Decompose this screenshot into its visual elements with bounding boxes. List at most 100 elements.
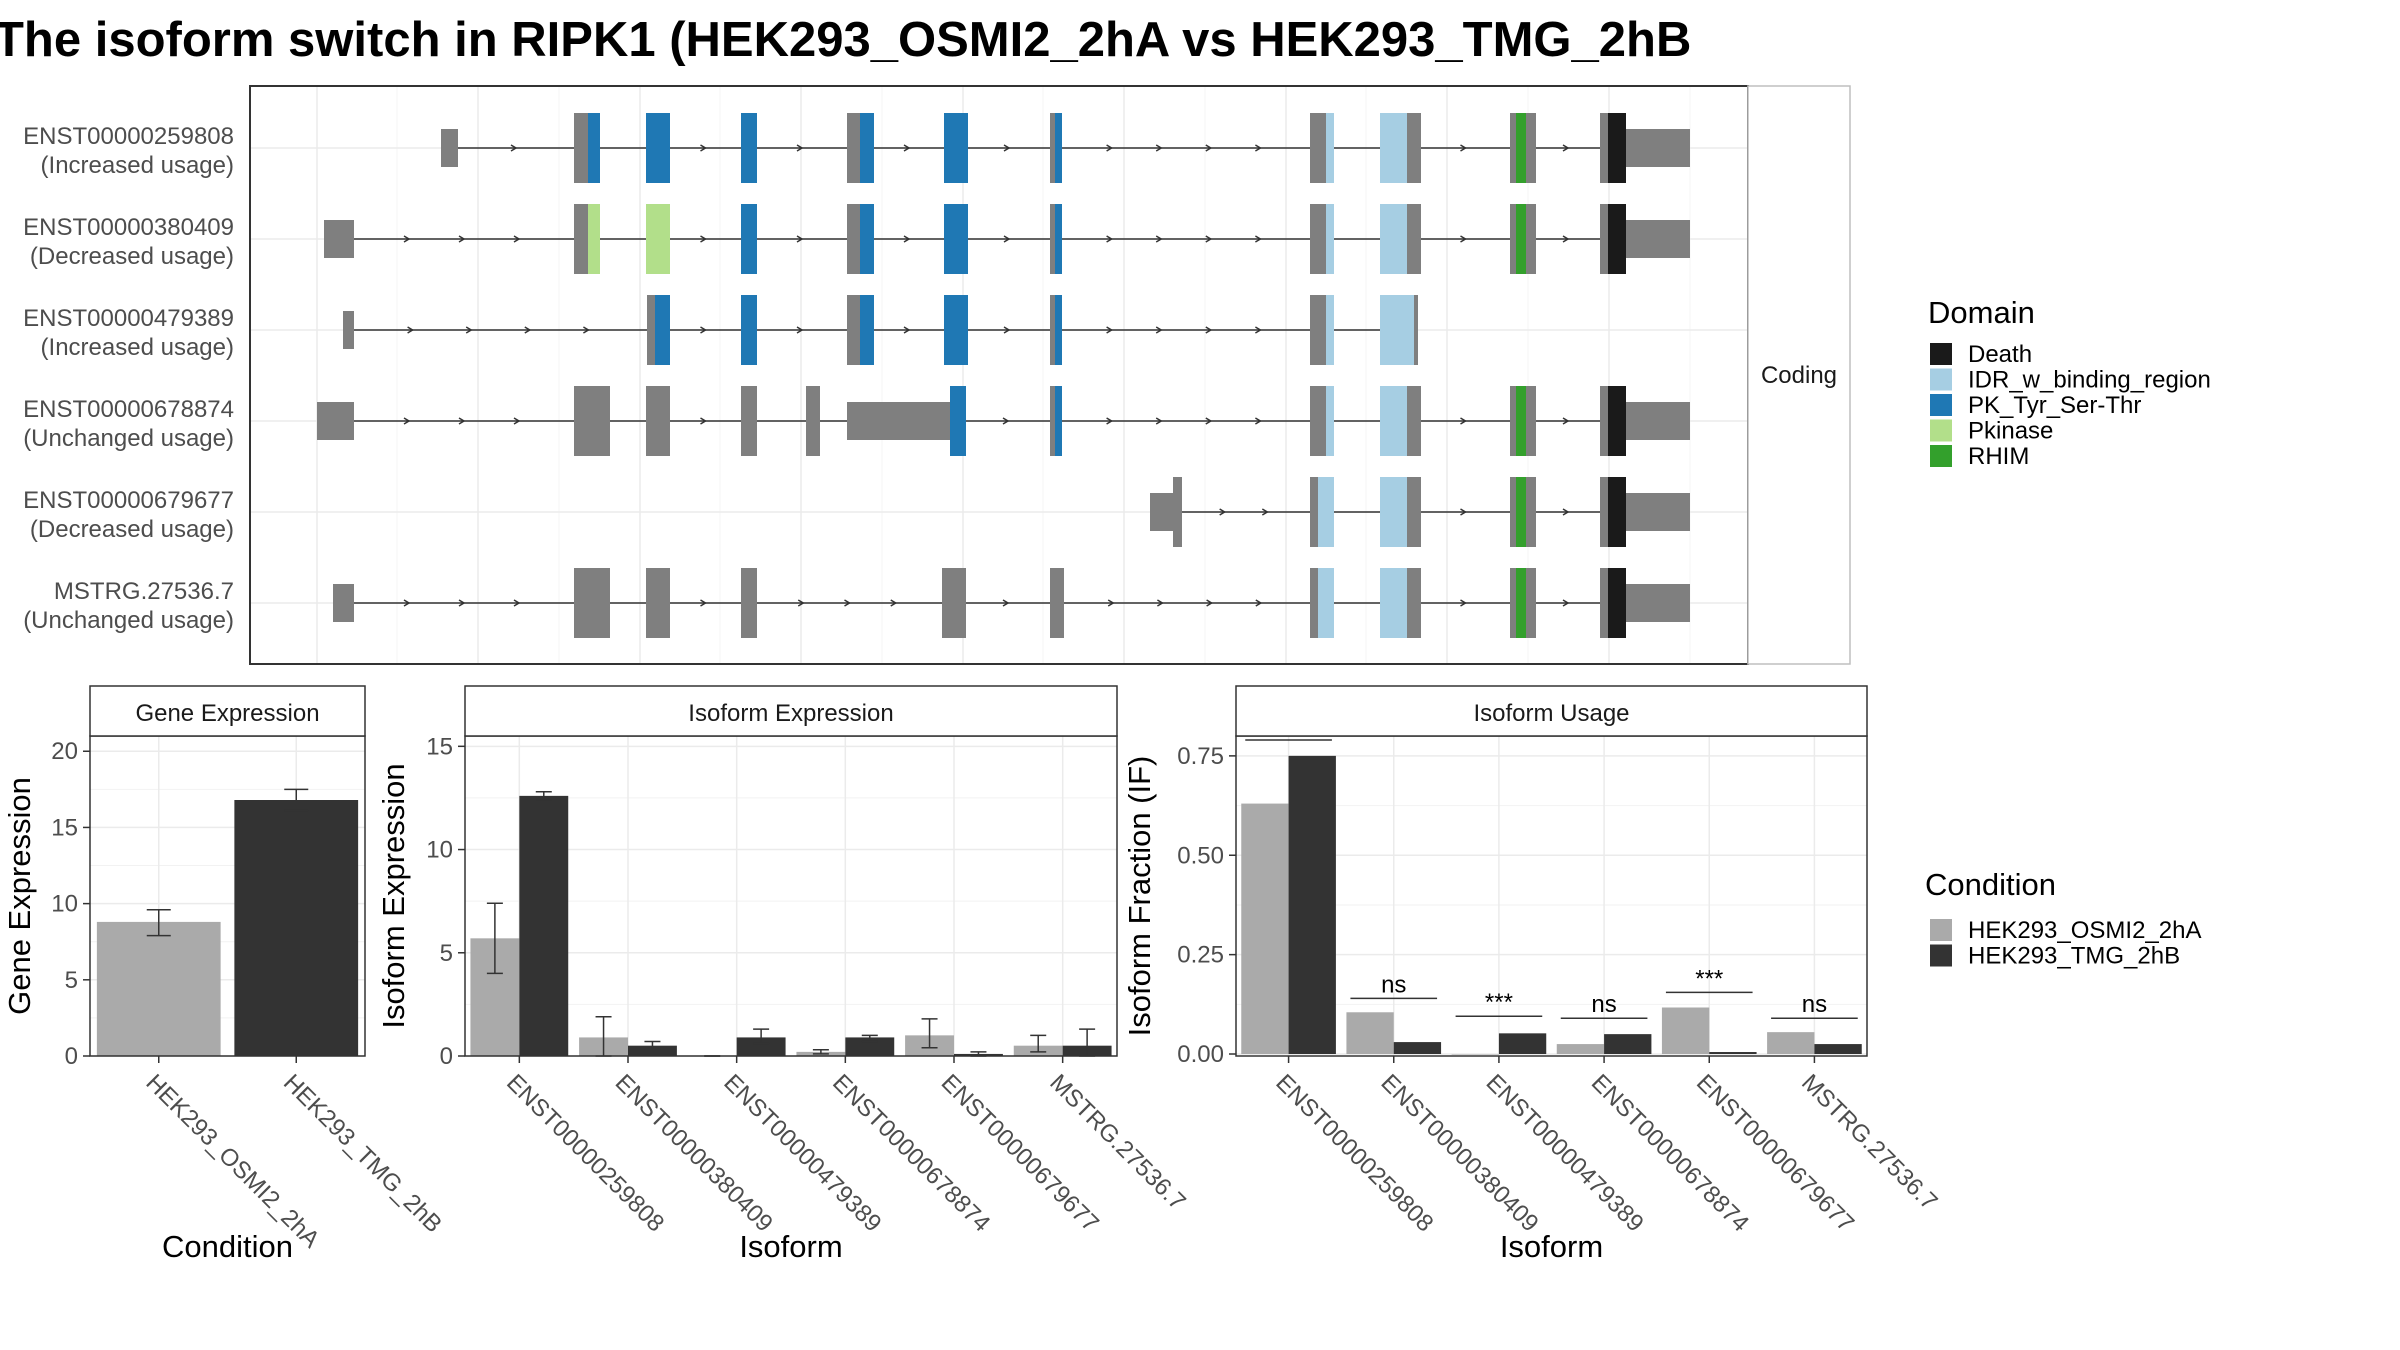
intron-arrow — [797, 599, 805, 607]
intron-arrow — [700, 599, 707, 607]
pk-tyr-ser-thr-domain — [944, 113, 968, 183]
bar — [1709, 1052, 1757, 1055]
intron-arrow — [1106, 326, 1114, 334]
bar — [1604, 1034, 1652, 1055]
intron-arrow — [1562, 599, 1570, 607]
pk-tyr-ser-thr-domain — [741, 295, 757, 365]
exon-block — [1526, 477, 1536, 547]
isoform-usage-label: (Decreased usage) — [30, 516, 234, 543]
exon-block — [647, 295, 655, 365]
death-domain — [1608, 477, 1626, 547]
domain-legend-key — [1930, 394, 1952, 416]
death-domain — [1608, 568, 1626, 638]
intron-arrow — [700, 326, 707, 334]
condition-legend-label: HEK293_OSMI2_2hA — [1968, 917, 2201, 944]
pk-tyr-ser-thr-domain — [655, 295, 670, 365]
y-tick-label: 0.50 — [1177, 842, 1224, 869]
intron-arrow — [1460, 508, 1467, 516]
exon-block — [441, 129, 458, 167]
condition-legend-key — [1930, 919, 1952, 941]
intron-arrow — [1107, 599, 1115, 607]
exon-block — [1600, 113, 1608, 183]
exon-block — [1626, 584, 1690, 622]
idr-binding-region-domain — [1326, 295, 1334, 365]
intron-arrow — [1562, 508, 1570, 516]
intron-arrow — [903, 235, 911, 243]
intron-arrow — [903, 144, 911, 152]
panel-strip — [89, 685, 366, 737]
intron-arrow — [1205, 417, 1213, 425]
exon-block — [1526, 568, 1536, 638]
intron-arrow — [1002, 599, 1010, 607]
exon-block — [1050, 204, 1055, 274]
y-tick-label: 10 — [426, 837, 453, 864]
intron-arrow — [1106, 144, 1114, 152]
domain-legend-key — [1930, 368, 1952, 391]
pk-tyr-ser-thr-domain — [1055, 113, 1062, 183]
x-axis-title: Isoform — [739, 1229, 842, 1264]
exon-block — [1310, 386, 1326, 456]
panel-strip — [1235, 685, 1868, 737]
intron-arrow — [1562, 235, 1570, 243]
intron-arrow — [1255, 144, 1262, 152]
exon-block — [1510, 386, 1516, 456]
exon-block — [324, 220, 354, 258]
intron-arrow — [1255, 326, 1262, 334]
y-tick-label: 5 — [440, 940, 453, 967]
domain-legend-label: RHIM — [1968, 443, 2029, 470]
bar — [1767, 1032, 1815, 1055]
panel-strip-title: Isoform Expression — [688, 700, 893, 727]
exon-block — [1626, 402, 1690, 440]
idr-binding-region-domain — [1380, 295, 1414, 365]
intron-arrow — [1003, 235, 1011, 243]
intron-arrow — [1106, 417, 1114, 425]
condition-legend-key — [1930, 944, 1952, 967]
condition-legend-label: HEK293_TMG_2hB — [1968, 943, 2180, 970]
intron-arrow — [1255, 417, 1262, 425]
intron-arrow — [796, 144, 804, 152]
intron-arrow — [1155, 235, 1163, 243]
exon-block — [1414, 295, 1418, 365]
intron-arrow — [524, 326, 532, 334]
intron-arrow — [1157, 599, 1164, 607]
idr-binding-region-domain — [1380, 113, 1407, 183]
structure-row-labels: ENST00000259808(Increased usage)ENST0000… — [23, 123, 234, 634]
significance-label: ns — [1802, 991, 1827, 1018]
death-domain — [1608, 204, 1626, 274]
intron-arrow — [403, 599, 411, 607]
isoform-label: ENST00000479389 — [23, 305, 234, 332]
exon-block — [1510, 568, 1516, 638]
isoform-usage-label: (Decreased usage) — [30, 243, 234, 270]
idr-binding-region-domain — [1380, 386, 1407, 456]
exon-block — [1407, 386, 1421, 456]
intron-arrow — [403, 417, 411, 425]
bar — [1498, 1033, 1547, 1055]
exon-block — [741, 568, 757, 638]
structure-panel-frame — [249, 85, 1749, 665]
pk-tyr-ser-thr-domain — [860, 295, 874, 365]
exon-block — [1626, 220, 1690, 258]
panel-strip-title: Gene Expression — [135, 700, 319, 727]
death-domain — [1608, 113, 1626, 183]
domain-legend: Domain DeathIDR_w_binding_regionPK_Tyr_S… — [1928, 295, 2211, 470]
bar — [736, 1037, 786, 1056]
structure-marks — [317, 113, 1690, 638]
significance-label: *** — [1695, 965, 1723, 992]
idr-binding-region-domain — [1318, 477, 1334, 547]
exon-block — [1310, 204, 1326, 274]
exon-block — [1407, 568, 1421, 638]
pk-tyr-ser-thr-domain — [646, 113, 670, 183]
intron-arrow — [1562, 144, 1570, 152]
idr-binding-region-domain — [1380, 477, 1407, 547]
pk-tyr-ser-thr-domain — [950, 386, 966, 456]
exon-block — [1600, 204, 1608, 274]
idr-binding-region-domain — [1380, 568, 1407, 638]
exon-block — [1526, 386, 1536, 456]
pk-tyr-ser-thr-domain — [588, 113, 600, 183]
y-tick-label: 15 — [51, 814, 78, 841]
panel-strip-title: Isoform Usage — [1473, 700, 1629, 727]
